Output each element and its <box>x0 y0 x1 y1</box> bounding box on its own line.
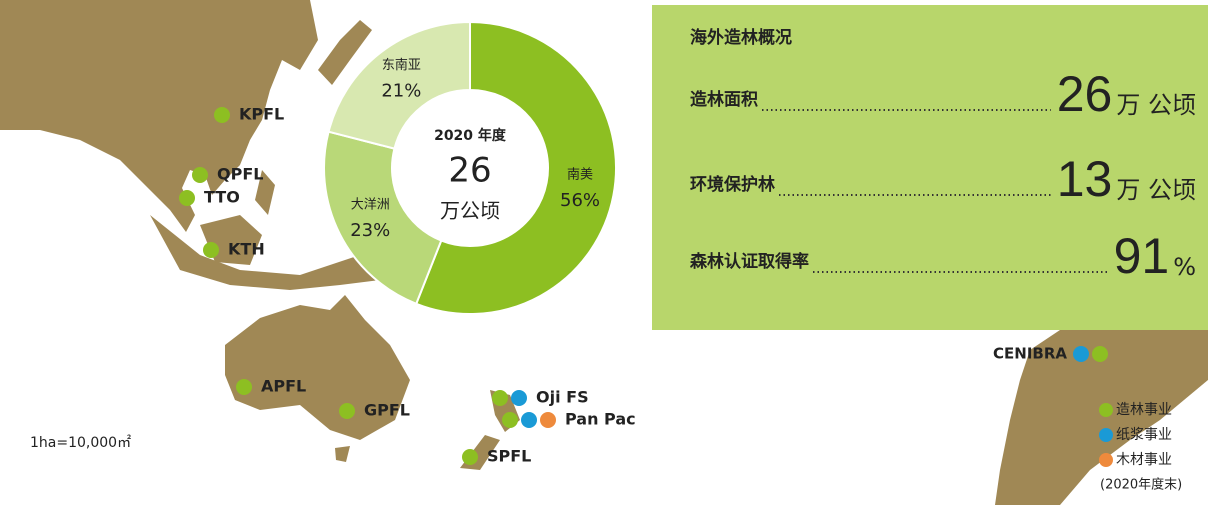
south-america <box>995 330 1208 505</box>
legend-dot <box>1099 428 1113 442</box>
legend-label: 纸浆事业 <box>1116 427 1172 443</box>
center-unit: 万公顷 <box>440 199 500 223</box>
site-dot <box>1073 346 1089 362</box>
site-dot <box>236 379 252 395</box>
info-box <box>652 5 1208 330</box>
donut-segment <box>414 20 617 315</box>
asia-land <box>0 0 318 232</box>
japan <box>318 20 372 85</box>
row-unit: 万 公顷 <box>1116 91 1196 119</box>
site-dot <box>203 242 219 258</box>
site-label: Oji FS <box>536 388 589 407</box>
tasmania <box>335 446 350 462</box>
legend-label: 造林事业 <box>1116 402 1172 418</box>
site-dot <box>511 390 527 406</box>
segment-value: 21% <box>381 81 421 102</box>
site-dot <box>179 190 195 206</box>
row-value: 91 <box>1114 228 1170 284</box>
info-title: 海外造林概况 <box>690 27 792 48</box>
site-dot <box>214 107 230 123</box>
row-label: 森林认证取得率 <box>690 251 809 272</box>
segment-value: 56% <box>560 190 600 211</box>
site-dot <box>462 449 478 465</box>
center-value: 26 <box>448 151 491 191</box>
site-label: GPFL <box>364 401 410 420</box>
legend-dot <box>1099 403 1113 417</box>
site-dot <box>339 403 355 419</box>
site-label: KTH <box>228 240 265 259</box>
segment-label: 大洋洲 <box>351 197 390 212</box>
legend-note: (2020年度末) <box>1100 477 1182 493</box>
legend-dot <box>1099 453 1113 467</box>
site-dot <box>192 167 208 183</box>
site-dot <box>540 412 556 428</box>
segment-label: 东南亚 <box>382 57 421 73</box>
site-label: QPFL <box>217 165 263 184</box>
site-label: CENIBRA <box>993 345 1067 363</box>
site-label: Pan Pac <box>565 410 636 429</box>
center-year: 2020 年度 <box>434 127 507 144</box>
australia <box>225 295 410 440</box>
site-label: TTO <box>204 188 240 207</box>
site-dot <box>502 412 518 428</box>
row-label: 造林面积 <box>690 89 758 110</box>
donut-segment <box>323 130 443 306</box>
scale-note: 1ha=10,000㎡ <box>30 435 131 451</box>
segment-label: 南美 <box>567 166 593 182</box>
site-dot <box>521 412 537 428</box>
indonesia <box>150 215 420 290</box>
donut-segment <box>327 20 471 150</box>
site-dot <box>1092 346 1108 362</box>
new-zealand <box>460 390 520 470</box>
taiwan-philippines <box>255 170 275 215</box>
site-dot <box>492 390 508 406</box>
site-label: APFL <box>261 377 306 396</box>
row-unit: % <box>1173 253 1196 281</box>
site-label: KPFL <box>239 105 284 124</box>
row-value: 26 <box>1057 66 1113 122</box>
row-value: 13 <box>1057 151 1113 207</box>
row-label: 环境保护林 <box>690 174 775 195</box>
site-label: SPFL <box>487 447 531 466</box>
segment-value: 23% <box>350 220 390 241</box>
row-unit: 万 公顷 <box>1116 176 1196 204</box>
legend-label: 木材事业 <box>1116 452 1172 468</box>
